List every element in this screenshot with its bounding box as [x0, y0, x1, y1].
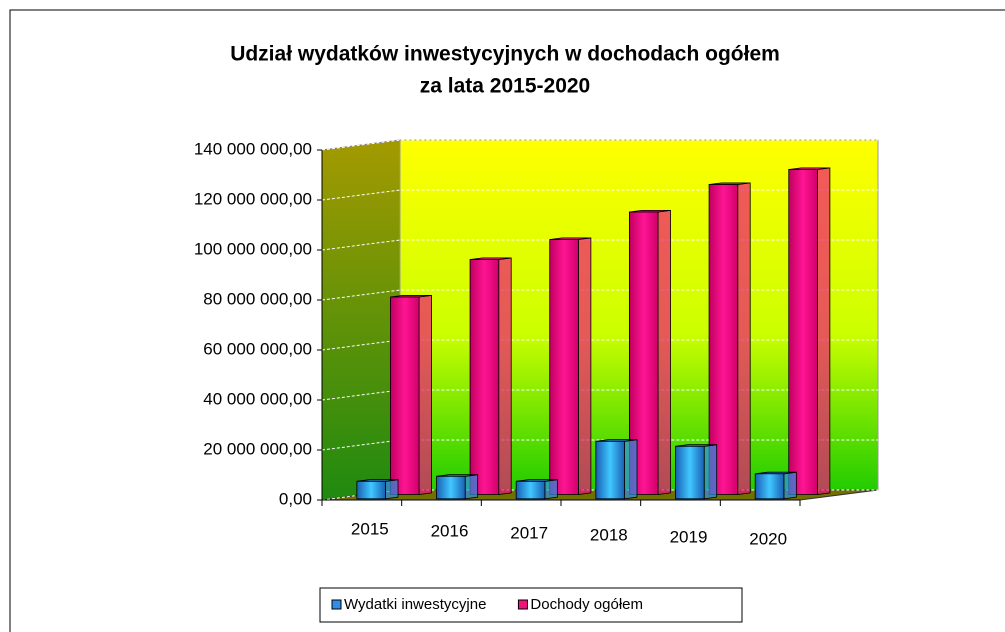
bar-side — [418, 294, 432, 495]
bar — [595, 440, 625, 500]
y-tick-label: 140 000 000,00 — [194, 139, 312, 158]
y-tick-label: 100 000 000,00 — [194, 239, 312, 258]
bar — [549, 239, 579, 495]
y-tick-label: 20 000 000,00 — [203, 439, 312, 458]
bar-side — [657, 209, 671, 495]
bar-side — [783, 471, 797, 500]
x-tick-label: 2019 — [670, 527, 708, 546]
grid-line — [321, 139, 878, 151]
bar — [469, 259, 500, 495]
x-tick-label: 2017 — [510, 523, 548, 542]
bar-side — [544, 479, 558, 500]
bar-side — [624, 439, 638, 500]
x-tick-label: 2015 — [351, 519, 389, 538]
bar — [788, 169, 818, 495]
bar — [708, 184, 739, 495]
bar-side — [703, 444, 718, 500]
x-tick-label: 2016 — [431, 521, 469, 540]
y-tick-label: 80 000 000,00 — [203, 289, 312, 308]
bar — [389, 296, 420, 495]
chart-title: Udział wydatków inwestycyjnych w dochoda… — [230, 43, 780, 66]
legend-label: Dochody ogółem — [530, 596, 643, 613]
legend-swatch — [331, 599, 342, 610]
bar-side — [464, 474, 479, 500]
x-tick-label: 2020 — [749, 529, 787, 548]
bar-side — [498, 257, 512, 495]
bar-side — [385, 479, 399, 500]
legend-box — [319, 587, 743, 623]
y-tick-label: 40 000 000,00 — [203, 389, 312, 408]
plot-area: 0,00 20 000 000,00 40 000 000,00 60 000 000… — [194, 139, 879, 548]
legend-swatch — [517, 599, 528, 610]
y-tick-label: 120 000 000,00 — [194, 189, 312, 208]
bar — [754, 473, 785, 500]
bar-side — [817, 167, 831, 495]
x-tick-label: 2018 — [590, 525, 628, 544]
bar — [515, 480, 546, 500]
left-wall — [321, 139, 401, 501]
bar — [675, 445, 705, 500]
y-tick-label: 0,00 — [279, 489, 312, 508]
bar — [356, 480, 386, 500]
y-tick-label: 60 000 000,00 — [203, 339, 312, 358]
bar-side — [578, 237, 592, 495]
chart-title: za lata 2015-2020 — [420, 75, 590, 98]
legend-label: Wydatki inwestycyjne — [344, 596, 486, 613]
bar-side — [737, 182, 751, 495]
bar — [436, 475, 466, 500]
